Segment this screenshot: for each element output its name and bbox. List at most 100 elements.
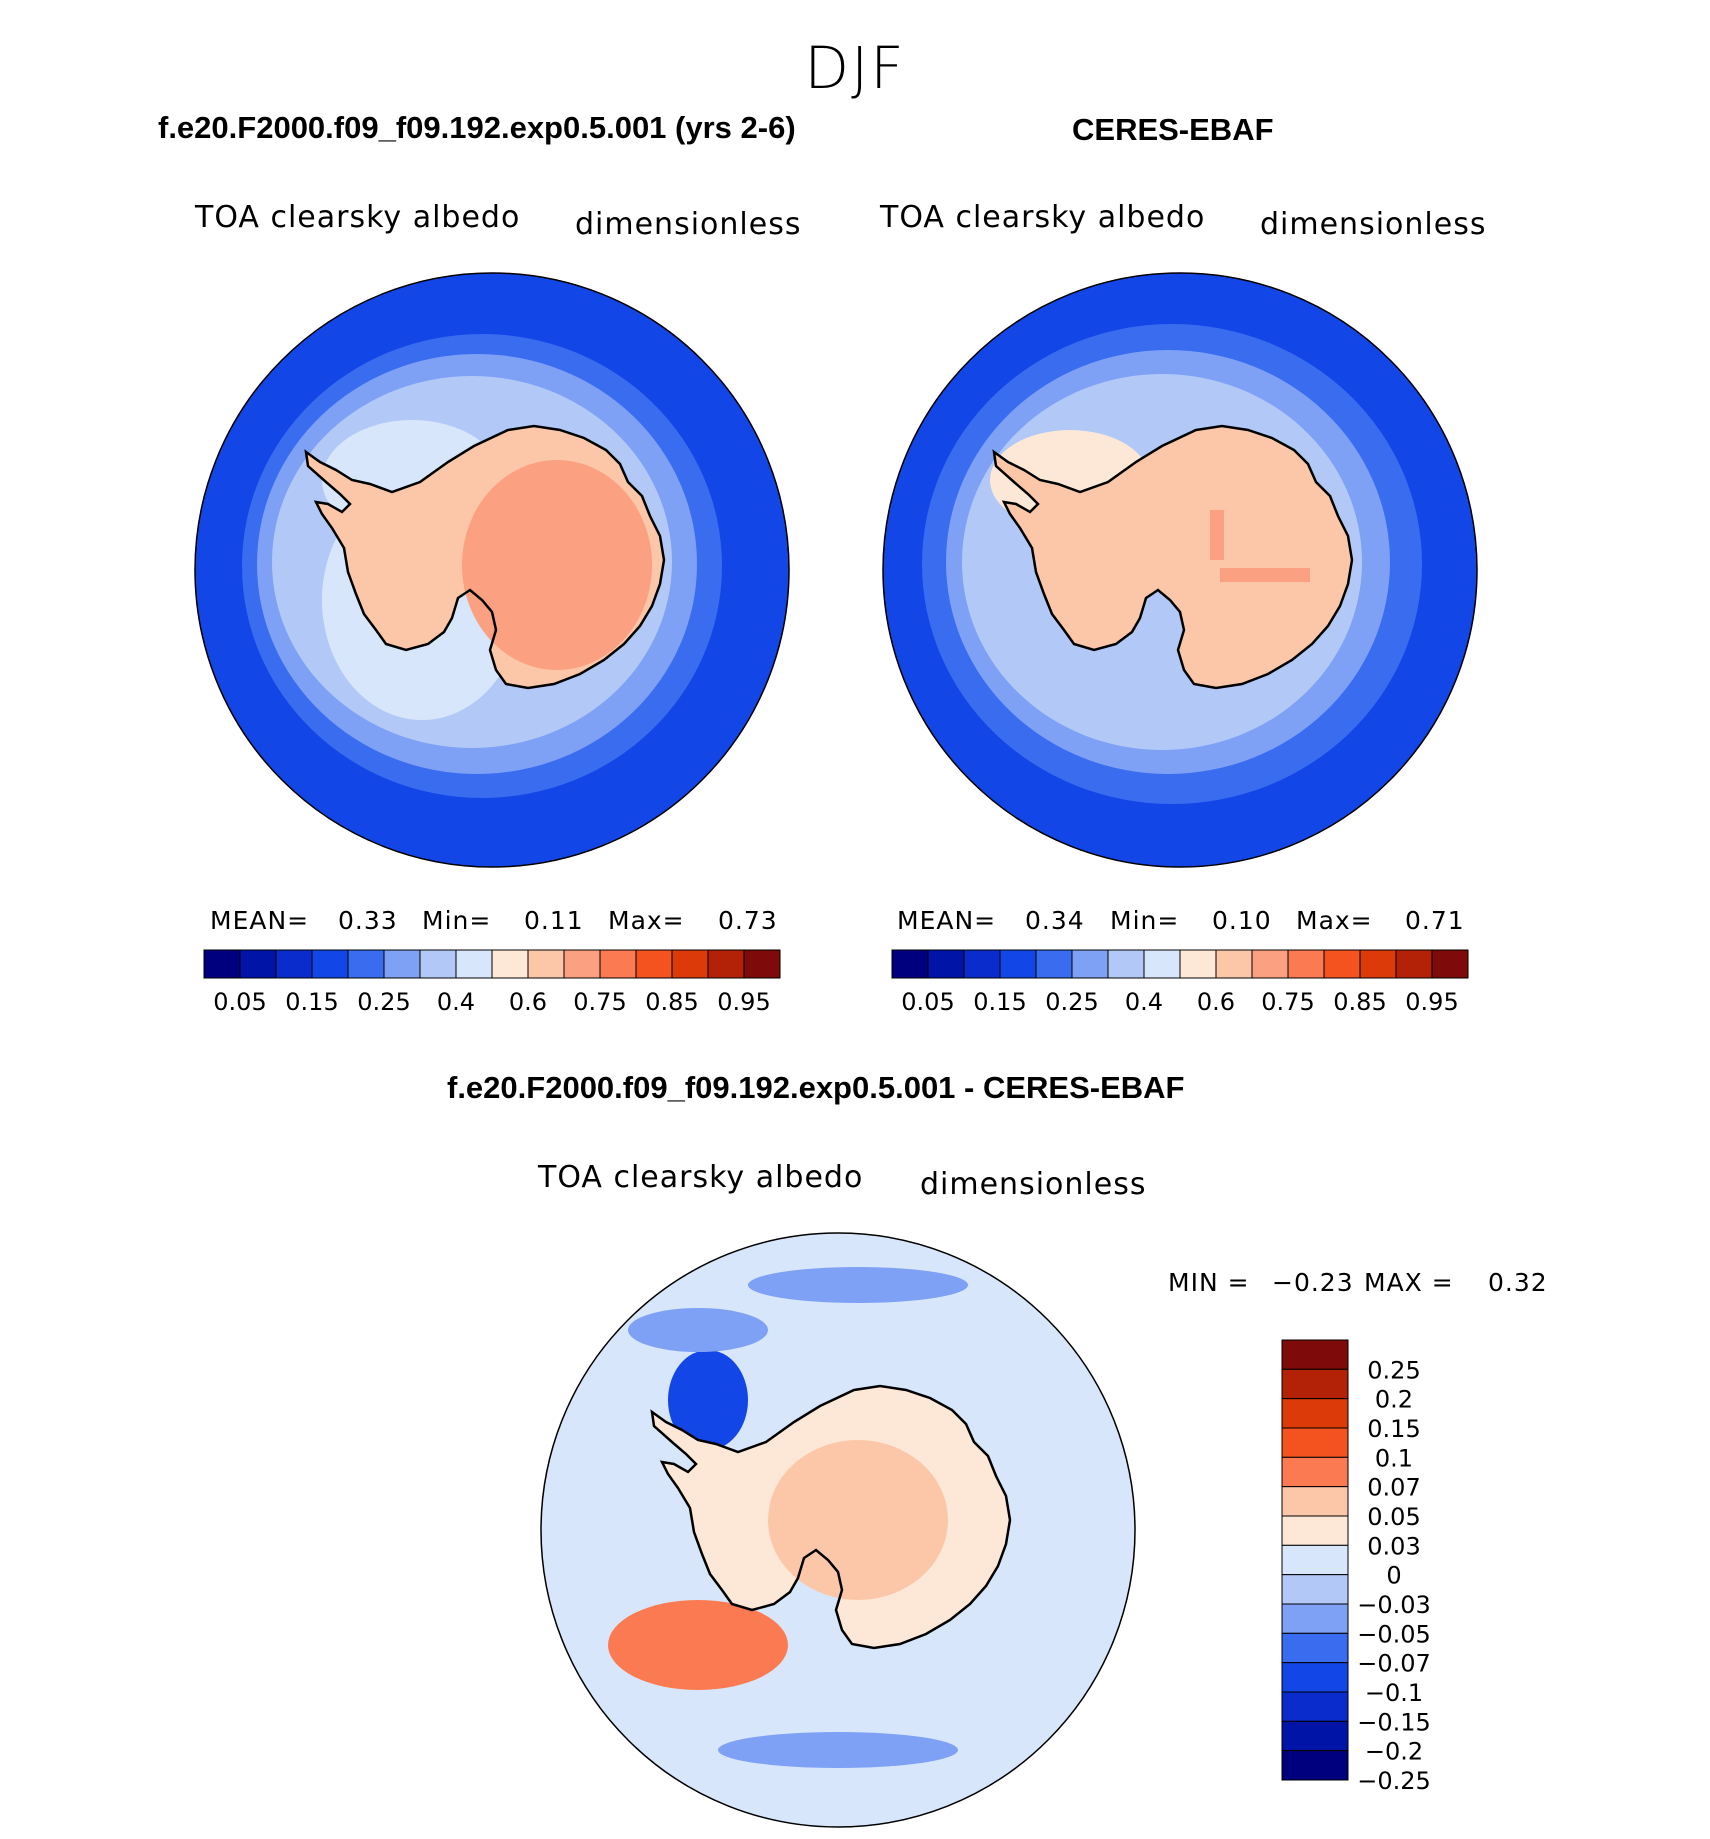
cbar1-swatch (419, 949, 457, 979)
cbar2-swatch (927, 949, 965, 979)
cbar2-tick-label: 0.75 (1261, 988, 1314, 1016)
cbar3-swatch (1281, 1398, 1349, 1429)
cbar1-swatch (383, 949, 421, 979)
cbar2-swatch (1071, 949, 1109, 979)
panel1-min-label: Min= (422, 906, 492, 935)
cbar2-tick-label: 0.05 (901, 988, 954, 1016)
cbar1-swatch (347, 949, 385, 979)
cbar2-swatch (1251, 949, 1289, 979)
diff-min-label: MIN = (1168, 1268, 1250, 1297)
cbar1-swatch (311, 949, 349, 979)
cbar1-swatch (563, 949, 601, 979)
cbar3-tick-label: −0.15 (1357, 1708, 1431, 1736)
panel1-variable: TOA clearsky albedo (195, 200, 521, 235)
diff-min-value: −0.23 (1272, 1268, 1354, 1297)
cbar3-tick-label: −0.03 (1357, 1591, 1431, 1619)
panel1-max-label: Max= (608, 906, 685, 935)
cbar3-swatch (1281, 1368, 1349, 1400)
cbar1-tick-label: 0.4 (437, 988, 475, 1016)
cbar1-tick-label: 0.25 (357, 988, 410, 1016)
cbar1-swatch (275, 949, 313, 979)
cbar3-swatch (1281, 1427, 1349, 1458)
panel1-mean-value: 0.33 (338, 906, 398, 935)
cbar2-swatch (1431, 949, 1469, 979)
cbar3-swatch (1281, 1603, 1349, 1634)
cbar3-tick-label: 0.1 (1375, 1444, 1413, 1472)
panel1-max-value: 0.73 (718, 906, 778, 935)
cbar1-swatch (491, 949, 529, 979)
panel2-map (882, 272, 1478, 868)
diff-title: f.e20.F2000.f09_f09.192.exp0.5.001 - CER… (447, 1070, 1185, 1105)
cbar3-swatch (1281, 1544, 1349, 1576)
cbar3-swatch (1281, 1691, 1349, 1722)
cbar1-swatch (635, 949, 673, 979)
cbar3-swatch (1281, 1486, 1349, 1517)
cbar2-tick-label: 0.95 (1405, 988, 1458, 1016)
cbar1-tick-label: 0.15 (285, 988, 338, 1016)
cbar2-swatch (1143, 949, 1181, 979)
cbar2-swatch (1395, 949, 1433, 979)
cbar2-swatch (963, 949, 1001, 979)
cbar1-swatch (527, 949, 565, 979)
cbar2-swatch (1179, 949, 1217, 979)
cbar2-tick-label: 0.15 (973, 988, 1026, 1016)
panel2-max-label: Max= (1296, 906, 1373, 935)
cbar3-tick-label: 0 (1386, 1562, 1401, 1590)
season-title: DJF (804, 34, 906, 102)
cbar3-swatch (1281, 1574, 1349, 1605)
panel1-map (194, 272, 790, 868)
panel2-title: CERES-EBAF (1072, 112, 1274, 147)
cbar1-swatch (671, 949, 709, 979)
cbar2-tick-label: 0.25 (1045, 988, 1098, 1016)
cbar2-swatch (1215, 949, 1253, 979)
panel2-mean-value: 0.34 (1025, 906, 1085, 935)
panel1-min-value: 0.11 (524, 906, 584, 935)
panel2-units: dimensionless (1260, 207, 1487, 242)
cbar3-swatch (1281, 1720, 1349, 1752)
cbar2-swatch (1287, 949, 1325, 979)
cbar1-swatch (599, 949, 637, 979)
cbar3-tick-label: −0.07 (1357, 1650, 1431, 1678)
panel2-max-value: 0.71 (1405, 906, 1465, 935)
cbar3-tick-label: −0.05 (1357, 1620, 1431, 1648)
cbar1-tick-label: 0.6 (509, 988, 547, 1016)
cbar3-swatch (1281, 1456, 1349, 1488)
panel2-min-value: 0.10 (1212, 906, 1272, 935)
cbar1-swatch (707, 949, 745, 979)
panel2-min-label: Min= (1110, 906, 1180, 935)
cbar2-swatch (999, 949, 1037, 979)
diff-map (540, 1232, 1136, 1828)
cbar1-tick-label: 0.85 (645, 988, 698, 1016)
cbar3-swatch (1281, 1662, 1349, 1693)
cbar3-tick-label: 0.05 (1367, 1503, 1420, 1531)
cbar1-tick-label: 0.95 (717, 988, 770, 1016)
cbar2-tick-label: 0.6 (1197, 988, 1235, 1016)
diff-units: dimensionless (920, 1167, 1147, 1202)
panel2-variable: TOA clearsky albedo (880, 200, 1206, 235)
diff-max-label: MAX = (1364, 1268, 1454, 1297)
cbar3-swatch (1281, 1339, 1349, 1370)
cbar3-tick-label: −0.2 (1365, 1738, 1423, 1766)
cbar1-swatch (455, 949, 493, 979)
cbar2-swatch (891, 949, 929, 979)
cbar3-swatch (1281, 1515, 1349, 1546)
cbar2-swatch (1035, 949, 1073, 979)
cbar2-swatch (1323, 949, 1361, 979)
cbar3-tick-label: 0.07 (1367, 1474, 1420, 1502)
cbar3-swatch (1281, 1632, 1349, 1664)
diff-max-value: 0.32 (1488, 1268, 1548, 1297)
panel1-title: f.e20.F2000.f09_f09.192.exp0.5.001 (yrs … (158, 110, 796, 145)
panel1-mean-label: MEAN= (210, 906, 310, 935)
cbar2-swatch (1359, 949, 1397, 979)
cbar2-tick-label: 0.85 (1333, 988, 1386, 1016)
cbar1-swatch (743, 949, 781, 979)
cbar1-tick-label: 0.05 (213, 988, 266, 1016)
cbar2-tick-label: 0.4 (1125, 988, 1163, 1016)
panel1-units: dimensionless (575, 207, 802, 242)
cbar3-tick-label: 0.2 (1375, 1386, 1413, 1414)
cbar3-tick-label: −0.25 (1357, 1767, 1431, 1795)
cbar3-swatch (1281, 1750, 1349, 1781)
cbar3-tick-label: 0.03 (1367, 1532, 1420, 1560)
colorbar-panel1: 0.05 0.15 0.25 0.4 0.6 0.75 0.85 0.95 (203, 949, 781, 1016)
